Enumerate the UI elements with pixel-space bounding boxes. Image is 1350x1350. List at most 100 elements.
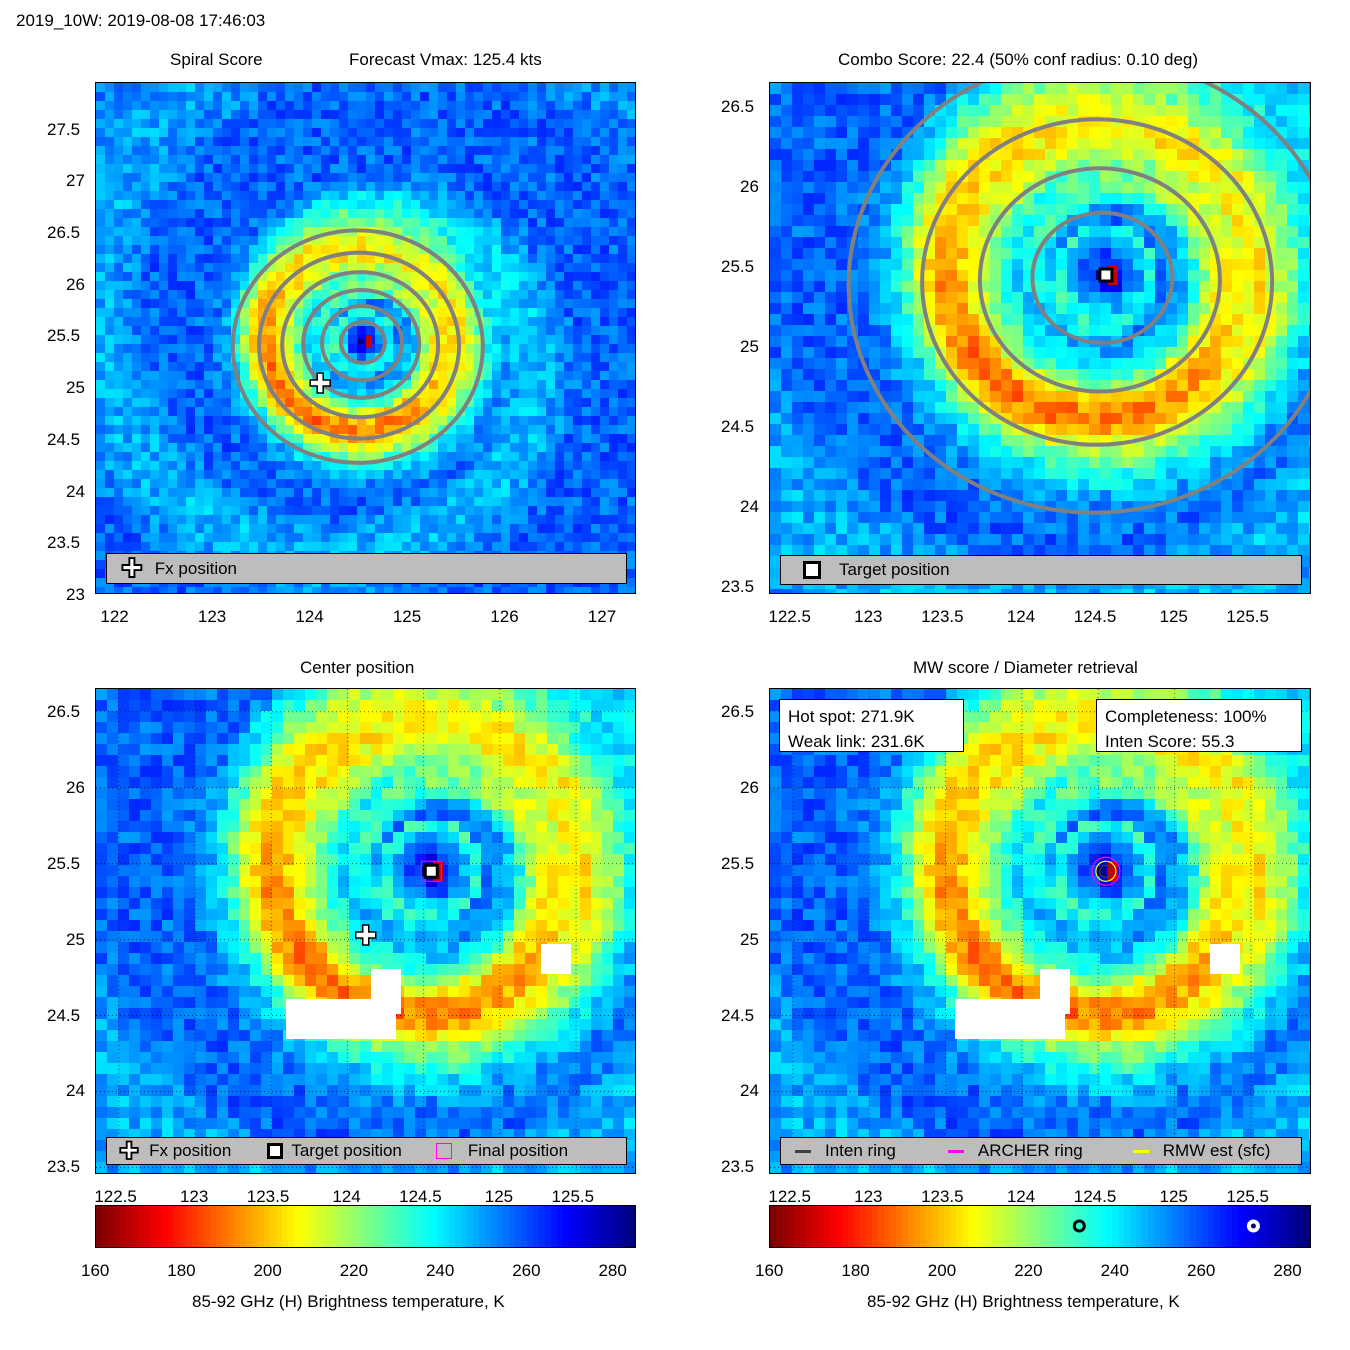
- heatmap-cell: [825, 182, 837, 194]
- heatmap-cell: [1221, 171, 1233, 183]
- heatmap-cell: [429, 182, 439, 192]
- heatmap-cell: [258, 470, 268, 480]
- heatmap-cell: [1254, 292, 1266, 304]
- heatmap-cell: [159, 587, 169, 593]
- heatmap-cell: [869, 281, 881, 293]
- heatmap-cell: [1034, 105, 1046, 117]
- heatmap-cell: [474, 227, 484, 237]
- heatmap-cell: [1287, 380, 1299, 392]
- heatmap-cell: [438, 245, 448, 255]
- heatmap-cell: [1166, 391, 1178, 403]
- heatmap-cell: [1188, 347, 1200, 359]
- heatmap-cell: [204, 470, 214, 480]
- heatmap-cell: [186, 245, 196, 255]
- heatmap-cell: [609, 389, 619, 399]
- heatmap-cell: [519, 380, 529, 390]
- heatmap-cell: [968, 325, 980, 337]
- heatmap-cell: [627, 290, 635, 300]
- heatmap-cell: [249, 434, 259, 444]
- heatmap-cell: [384, 524, 394, 534]
- heatmap-cell: [285, 200, 295, 210]
- heatmap-cell: [1155, 303, 1167, 315]
- heatmap-cell: [393, 461, 403, 471]
- heatmap-cell: [869, 149, 881, 161]
- heatmap-cell: [627, 245, 635, 255]
- heatmap-cell: [231, 524, 241, 534]
- heatmap-cell: [465, 344, 475, 354]
- heatmap-cell: [402, 524, 412, 534]
- heatmap-cell: [231, 155, 241, 165]
- heatmap-cell: [1056, 358, 1068, 370]
- heatmap-cell: [159, 398, 169, 408]
- heatmap-cell: [582, 173, 592, 183]
- heatmap-cell: [957, 292, 969, 304]
- heatmap-cell: [96, 119, 106, 129]
- heatmap-cell: [537, 452, 547, 462]
- heatmap-cell: [321, 308, 331, 318]
- heatmap-cell: [781, 116, 793, 128]
- heatmap-cell: [1199, 94, 1211, 106]
- heatmap-cell: [902, 116, 914, 128]
- heatmap-cell: [600, 164, 610, 174]
- heatmap-cell: [1276, 325, 1288, 337]
- heatmap-cell: [96, 344, 106, 354]
- heatmap-cell: [537, 425, 547, 435]
- heatmap-cell: [177, 470, 187, 480]
- heatmap-cell: [618, 236, 628, 246]
- heatmap-cell: [880, 314, 892, 326]
- heatmap-cell: [1089, 314, 1101, 326]
- heatmap-cell: [186, 326, 196, 336]
- heatmap-cell: [573, 200, 583, 210]
- heatmap-cell: [330, 479, 340, 489]
- heatmap-cell: [968, 292, 980, 304]
- heatmap-cell: [501, 353, 511, 363]
- heatmap-cell: [1298, 248, 1310, 260]
- heatmap-cell: [600, 200, 610, 210]
- heatmap-cell: [240, 533, 250, 543]
- heatmap-cell: [618, 254, 628, 264]
- heatmap-cell: [456, 353, 466, 363]
- heatmap-cell: [770, 138, 782, 150]
- eye-cold-pixel: [358, 338, 365, 345]
- heatmap-cell: [123, 110, 133, 120]
- heatmap-cell: [141, 443, 151, 453]
- heatmap-cell: [564, 137, 574, 147]
- heatmap-cell: [411, 587, 421, 593]
- heatmap-cell: [366, 173, 376, 183]
- heatmap-cell: [913, 391, 925, 403]
- heatmap-cell: [957, 215, 969, 227]
- heatmap-cell: [231, 452, 241, 462]
- heatmap-cell: [573, 218, 583, 228]
- heatmap-cell: [1210, 226, 1222, 238]
- heatmap-cell: [258, 380, 268, 390]
- heatmap-cell: [792, 237, 804, 249]
- heatmap-cell: [537, 461, 547, 471]
- heatmap-cell: [618, 497, 628, 507]
- heatmap-cell: [483, 191, 493, 201]
- heatmap-cell: [114, 128, 124, 138]
- heatmap-cell: [1122, 369, 1134, 381]
- heatmap-cell: [1298, 347, 1310, 359]
- heatmap-cell: [258, 182, 268, 192]
- heatmap-cell: [1133, 116, 1145, 128]
- heatmap-cell: [825, 204, 837, 216]
- heatmap-cell: [357, 308, 367, 318]
- heatmap-cell: [366, 281, 376, 291]
- heatmap-cell: [447, 254, 457, 264]
- heatmap-cell: [1078, 226, 1090, 238]
- heatmap-cell: [564, 389, 574, 399]
- heatmap-cell: [781, 391, 793, 403]
- heatmap-cell: [276, 236, 286, 246]
- heatmap-cell: [411, 407, 421, 417]
- heatmap-cell: [501, 272, 511, 282]
- heatmap-cell: [483, 209, 493, 219]
- heatmap-cell: [1045, 391, 1057, 403]
- heatmap-cell: [968, 105, 980, 117]
- heatmap-cell: [519, 524, 529, 534]
- heatmap-cell: [96, 218, 106, 228]
- heatmap-cell: [429, 389, 439, 399]
- heatmap-cell: [483, 488, 493, 498]
- heatmap-cell: [1166, 182, 1178, 194]
- heatmap-cell: [222, 146, 232, 156]
- heatmap-cell: [1078, 237, 1090, 249]
